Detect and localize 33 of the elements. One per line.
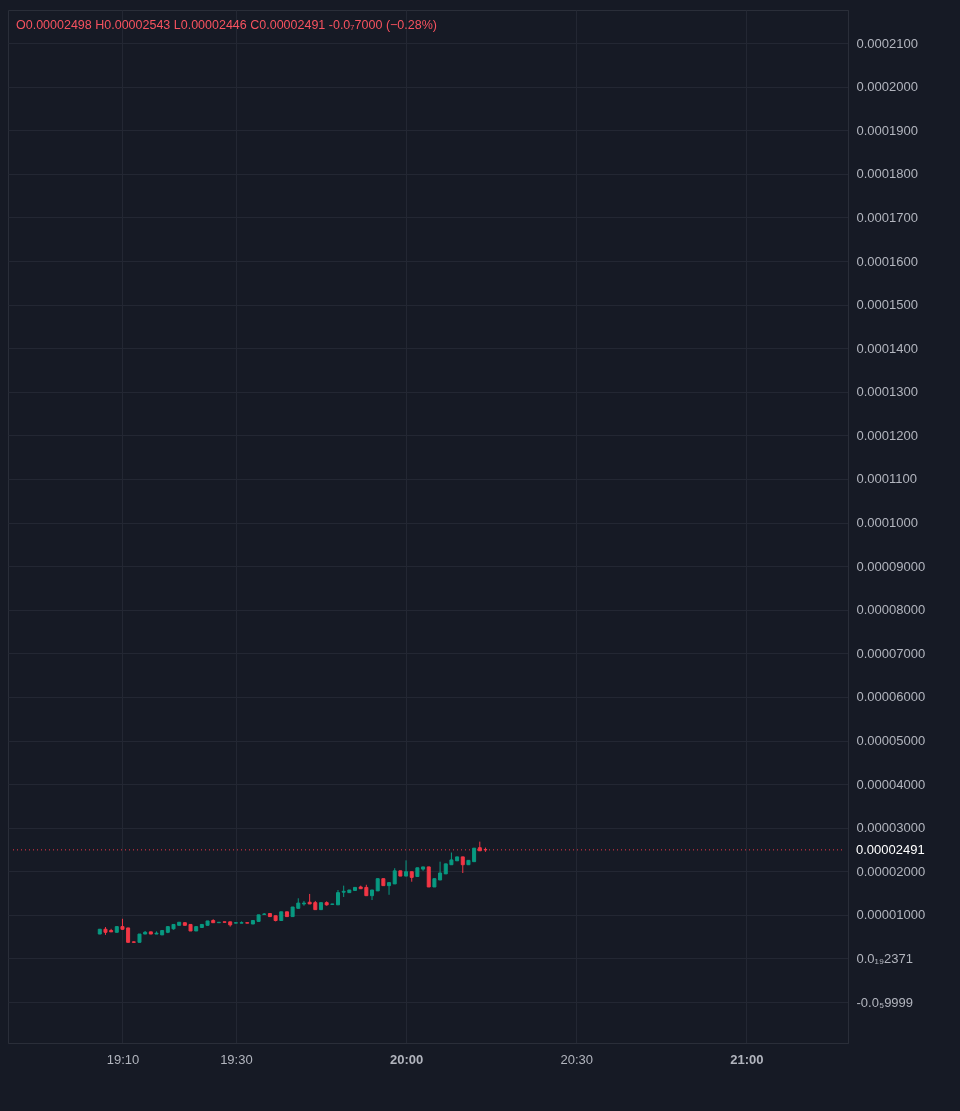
y-tick-label: 0.00005000: [856, 733, 926, 749]
y-tick-label: 0.0002000: [856, 79, 918, 95]
x-tick-label: 19:10: [106, 1051, 140, 1067]
text: O0.00002498 H0.00002543 L0.00002446 C0.00002491 -0.0₇7000 (−0.28%): [16, 18, 437, 32]
y-tick-label: 0.00002000: [856, 863, 926, 879]
y-tick-label: 0.0001100: [856, 471, 917, 487]
candlestick: [404, 859, 409, 877]
x-tick-label: 21:00: [730, 1051, 764, 1067]
y-tick-label: 0.00003000: [856, 820, 926, 836]
y-tick-label: 0.00004000: [856, 776, 926, 792]
y-tick-label: 0.0001500: [856, 297, 918, 313]
y-tick-label: 0.00008000: [856, 602, 926, 618]
x-tick-label: 19:30: [220, 1051, 253, 1067]
candlestick: [387, 882, 392, 896]
y-tick-label: 0.0001900: [856, 122, 918, 138]
y-tick-label: 0.00007000: [856, 645, 926, 661]
y-tick-label: 0.0001400: [856, 340, 918, 356]
y-tick-label: 0.0001200: [856, 427, 918, 443]
ref-line-label: 0.00002491: [856, 841, 925, 857]
y-tick-label: 0.00006000: [856, 689, 926, 705]
y-tick-label: -0.0₅9999: [856, 994, 914, 1010]
y-tick-label: 0.0001300: [856, 384, 918, 400]
y-tick-label: 0.00009000: [856, 558, 926, 574]
y-tick-label: 0.0002100: [856, 35, 918, 51]
y-tick-label: 0.0001800: [856, 166, 918, 182]
candlestick: [426, 866, 431, 888]
x-tick-label: 20:30: [560, 1051, 593, 1067]
y-tick-label: 0.00001000: [856, 907, 926, 923]
y-tick-label: 0.0001700: [856, 209, 918, 225]
y-tick-label: 0.0001000: [856, 515, 918, 531]
y-tick-label: 0.0001600: [856, 253, 918, 269]
y-tick-label: 0.0₁₉2371: [856, 950, 914, 966]
x-tick-label: 20:00: [389, 1051, 424, 1067]
